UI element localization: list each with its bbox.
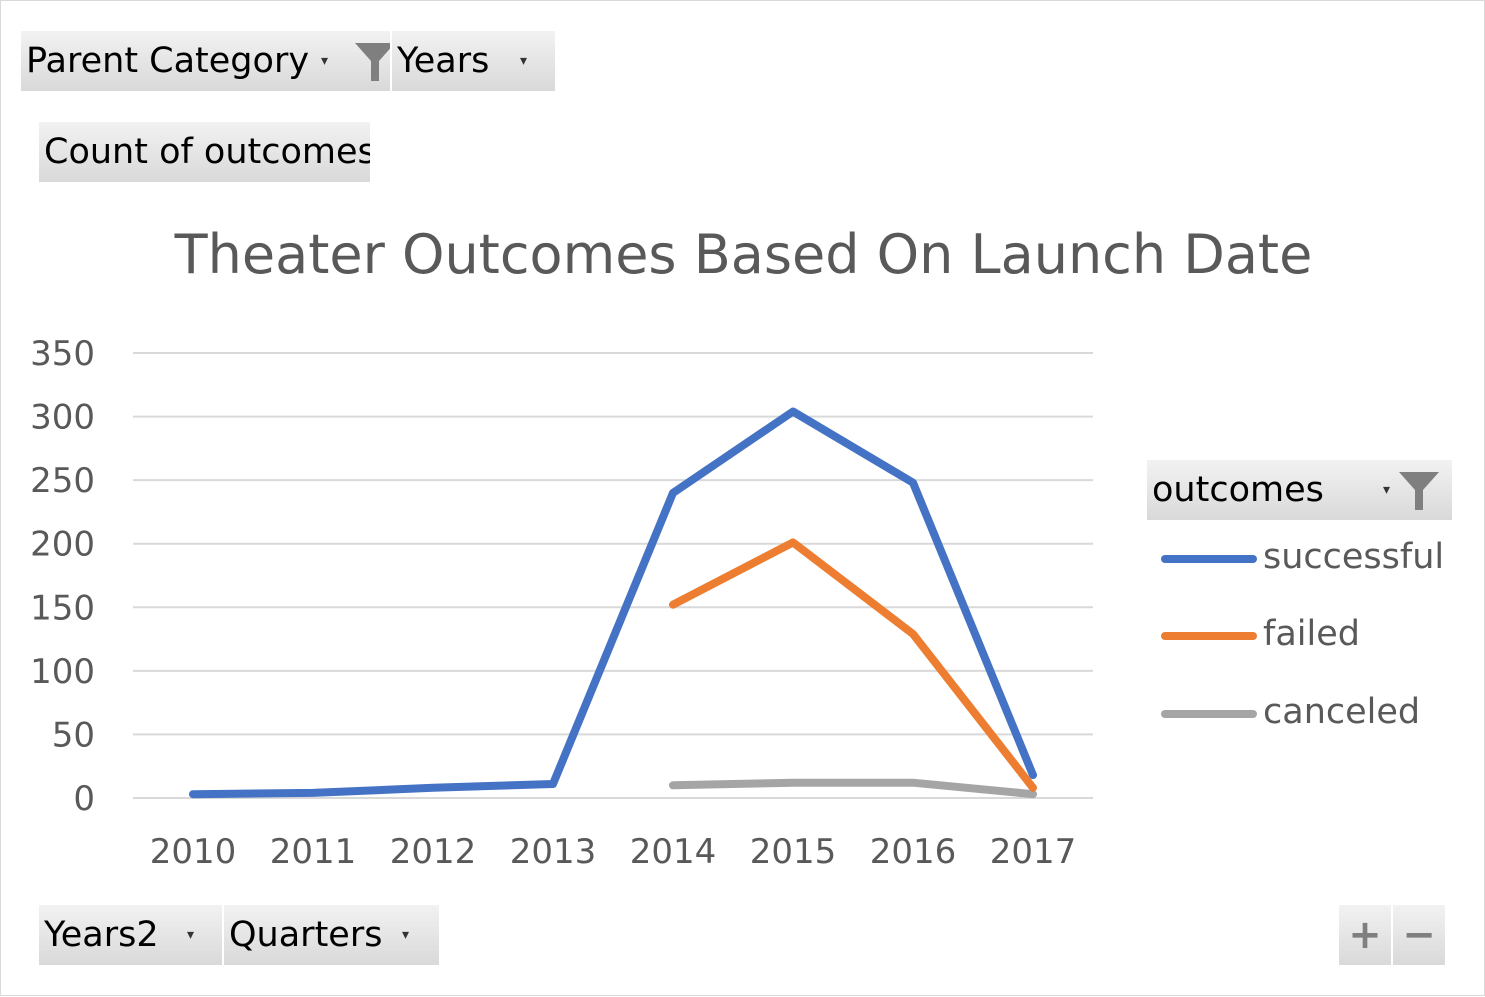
x-tick-label: 2014 [630,832,717,872]
outcomes-legend-field-button[interactable]: outcomes ▾ [1147,460,1452,520]
legend-swatches [1161,555,1257,718]
y-tick-label: 100 [30,652,95,692]
quarters-label: Quarters [229,915,383,955]
legend-entry-failed: failed [1263,614,1360,654]
dropdown-arrow-icon[interactable]: ▾ [402,927,410,943]
y-tick-label: 150 [30,588,95,628]
y-axis-tick-labels: 0 50 100 150 200 250 300 350 [30,334,95,819]
series-line-successful [189,407,1037,799]
x-axis-tick-labels: 2010 2011 2012 2013 2014 2015 2016 2017 [150,832,1077,872]
legend-entry-canceled: canceled [1263,692,1421,732]
years2-field-button[interactable]: Years2 ▾ [39,905,222,965]
minus-icon[interactable]: − [1393,905,1445,965]
x-tick-label: 2013 [510,832,597,872]
parent-category-filter-button[interactable]: Parent Category ▾ [21,31,390,91]
series-lines [189,407,1037,799]
dropdown-arrow-icon[interactable]: ▾ [187,927,195,943]
x-tick-label: 2017 [990,832,1077,872]
series-line-canceled [669,778,1037,799]
legend-field-label: outcomes [1152,470,1324,510]
y-tick-label: 50 [52,715,95,755]
dropdown-arrow-icon[interactable]: ▾ [321,53,329,69]
y-tick-label: 300 [30,398,95,438]
gridlines [133,352,1093,799]
plus-icon[interactable]: + [1339,905,1391,965]
years-filter-button[interactable]: Years ▾ [392,31,555,91]
values-field-label: Count of outcomes [44,132,370,172]
quarters-field-button[interactable]: Quarters ▾ [224,905,439,965]
x-tick-label: 2016 [870,832,957,872]
x-tick-label: 2015 [750,832,837,872]
x-tick-label: 2011 [270,832,357,872]
filter-funnel-icon[interactable] [1397,470,1441,512]
chart-title: Theater Outcomes Based On Launch Date [174,223,1313,286]
y-tick-label: 250 [30,461,95,501]
y-tick-label: 200 [30,525,95,565]
x-tick-label: 2010 [150,832,237,872]
years2-label: Years2 [44,915,159,955]
x-tick-label: 2012 [390,832,477,872]
legend-entry-successful: successful [1263,537,1445,577]
count-of-outcomes-field-button[interactable]: Count of outcomes [39,122,370,182]
dropdown-arrow-icon[interactable]: ▾ [520,53,528,69]
filter-funnel-icon[interactable] [353,41,390,83]
y-tick-label: 0 [73,779,95,819]
y-tick-label: 350 [30,334,95,374]
parent-category-label: Parent Category [26,41,310,81]
dropdown-arrow-icon[interactable]: ▾ [1383,482,1391,498]
series-line-failed [669,538,1037,792]
years-label: Years [397,41,490,81]
